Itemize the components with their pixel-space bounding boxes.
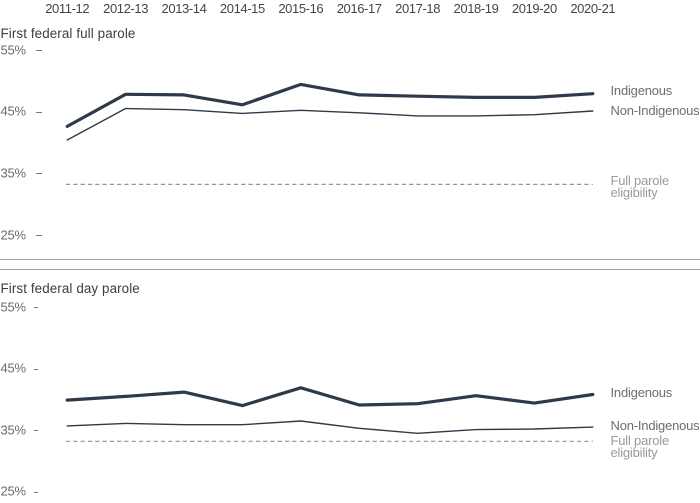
y-tick-mark-25%-chart0 [36,235,43,236]
chart-divider-line-bottom [0,268,700,270]
y-tick-label-45%-chart1: 45% [0,360,27,376]
y-tick-label-55%-chart1: 55% [0,299,27,315]
legend-non-indigenous-full-parole: Non-Indigenous [610,102,700,118]
x-axis-label-2011-12: 2011-12 [45,0,90,16]
x-axis-label-2020-21: 2020-21 [570,0,616,16]
legend-full-parole-eligibility-bottom: Full parole eligibility [610,432,670,460]
legend-indigenous-day-parole: Indigenous [610,384,673,400]
chart-divider-line-top [0,259,700,261]
line-non-indigenous-chart0 [66,107,594,141]
line-non-indigenous-chart1 [66,420,594,434]
y-tick-mark-25%-chart1 [33,492,38,493]
y-tick-mark-55%-chart0 [36,50,43,51]
legend-indigenous-full-parole: Indigenous [610,82,673,98]
y-tick-label-35%-chart0: 35% [0,165,27,181]
y-tick-label-25%-chart1: 25% [0,483,27,499]
x-axis-label-2012-13: 2012-13 [103,0,149,16]
x-axis-label-2013-14: 2013-14 [161,0,207,16]
y-tick-label-25%-chart0: 25% [0,227,27,243]
y-tick-label-55%-chart0: 55% [0,42,27,58]
x-axis-label-2015-16: 2015-16 [278,0,324,16]
y-tick-mark-35%-chart0 [36,173,43,174]
x-axis-label-2018-19: 2018-19 [453,0,499,16]
x-axis-label-2016-17: 2016-17 [336,0,382,16]
y-tick-mark-45%-chart0 [36,112,43,113]
y-tick-mark-35%-chart1 [33,430,38,431]
x-axis-label-2019-20: 2019-20 [511,0,557,16]
chart-title-full-parole: First federal full parole [0,25,136,41]
y-tick-label-45%-chart0: 45% [0,103,27,119]
x-axis-label-2014-15: 2014-15 [219,0,265,16]
y-tick-mark-45%-chart1 [33,369,38,370]
x-axis-label-2017-18: 2017-18 [395,0,441,16]
line-indigenous-chart1 [65,386,595,408]
chart-title-day-parole: First federal day parole [0,280,140,296]
line-indigenous-chart0 [65,82,595,129]
legend-non-indigenous-day-parole: Non-Indigenous [610,418,700,434]
y-tick-label-35%-chart1: 35% [0,422,27,438]
y-tick-mark-55%-chart1 [33,307,38,308]
legend-full-parole-eligibility-top: Full parole eligibility [610,172,670,200]
